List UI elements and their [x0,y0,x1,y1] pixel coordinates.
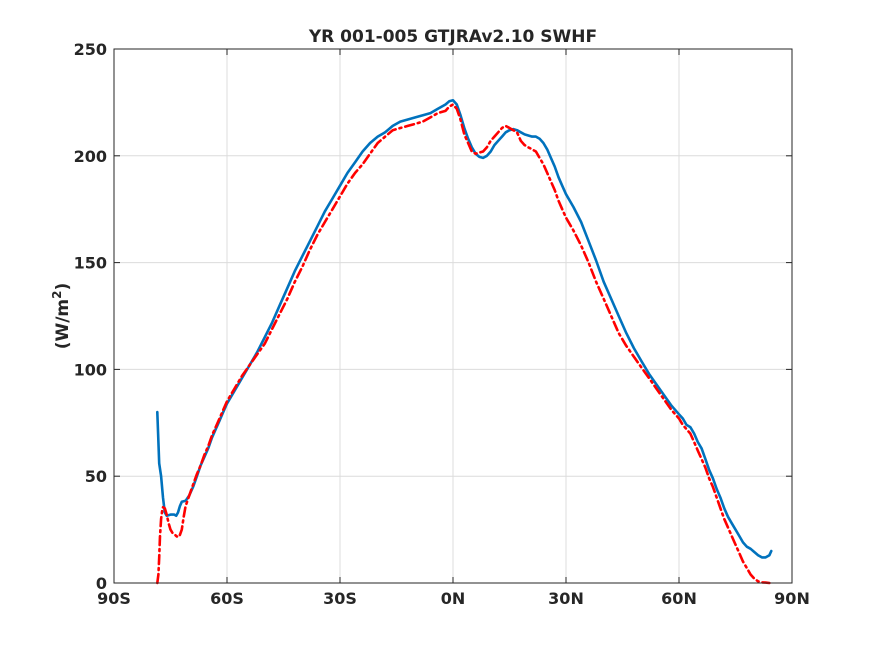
x-tick-label: 0N [441,589,466,608]
x-tick-label: 60S [210,589,244,608]
y-tick-labels: 0 50 100 150 200 250 [74,40,107,593]
x-tick-label: 30N [548,589,584,608]
x-tick-label: 30S [323,589,357,608]
chart-title: YR 001-005 GTJRAv2.10 SWHF [308,27,597,47]
x-tick-label: 90S [97,589,131,608]
y-tick-label: 100 [74,360,107,379]
series-layer [156,99,773,585]
y-axis-label: (W/m2) [50,283,73,350]
series-line-1 [156,103,771,585]
y-tick-label: 200 [74,147,107,166]
y-tick-label: 150 [74,254,107,273]
y-axis-label-main: (W/m [53,299,73,349]
y-tick-label: 0 [96,574,107,593]
x-tick-label: 90N [774,589,810,608]
y-axis-label-close: ) [53,283,73,291]
tick-marks [113,48,793,584]
y-tick-label: 250 [74,40,107,59]
y-tick-label: 50 [85,467,107,486]
x-tick-labels: 90S 60S 30S 0N 30N 60N 90N [97,589,810,608]
grid [114,49,792,583]
y-axis-label-sup: 2 [50,290,64,298]
x-tick-label: 60N [661,589,697,608]
